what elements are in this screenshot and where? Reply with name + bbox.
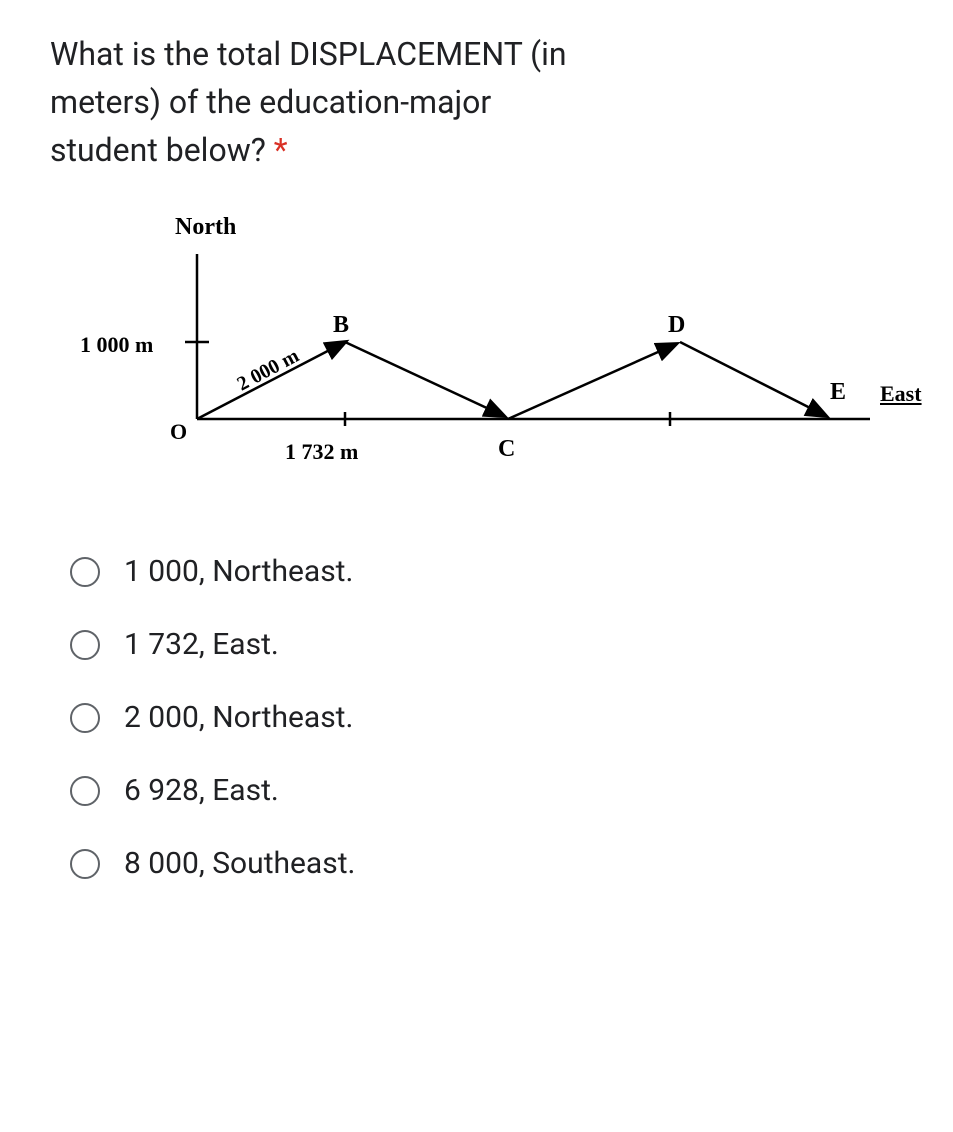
option-label: 6 928, East.	[124, 773, 279, 808]
question-text: What is the total DISPLACEMENT (in meter…	[50, 30, 903, 174]
north-label: North	[175, 214, 236, 241]
segment-b-c	[345, 342, 504, 416]
option-label: 1 732, East.	[124, 627, 279, 662]
option-label: 1 000, Northeast.	[124, 554, 353, 589]
question-line-3: student below?	[50, 131, 266, 169]
options-list: 1 000, Northeast. 1 732, East. 2 000, No…	[50, 554, 903, 881]
radio-icon	[70, 776, 100, 806]
point-d-label: D	[668, 312, 685, 339]
y-tick-label: 1 000 m	[80, 332, 153, 358]
option-label: 2 000, Northeast.	[124, 700, 353, 735]
question-line-2: meters) of the education-major	[50, 83, 491, 121]
point-e-label: E	[830, 379, 846, 406]
option-row[interactable]: 1 732, East.	[70, 627, 903, 662]
option-row[interactable]: 8 000, Southeast.	[70, 846, 903, 881]
required-marker: *	[274, 131, 288, 169]
diagram-svg	[90, 214, 890, 474]
displacement-diagram: North 1 000 m B D E East O C 2 000 m 1 7…	[90, 214, 890, 514]
option-label: 8 000, Southeast.	[124, 846, 355, 881]
radio-icon	[70, 630, 100, 660]
point-o-label: O	[170, 419, 187, 445]
option-row[interactable]: 6 928, East.	[70, 773, 903, 808]
point-b-label: B	[333, 312, 349, 339]
radio-icon	[70, 557, 100, 587]
x-axis-1732-label: 1 732 m	[285, 439, 358, 465]
point-c-label: C	[498, 436, 515, 463]
east-label: East	[880, 381, 922, 407]
option-row[interactable]: 1 000, Northeast.	[70, 554, 903, 589]
radio-icon	[70, 703, 100, 733]
radio-icon	[70, 849, 100, 879]
question-line-1: What is the total DISPLACEMENT (in	[50, 35, 567, 73]
segment-d-e	[680, 342, 826, 416]
option-row[interactable]: 2 000, Northeast.	[70, 700, 903, 735]
segment-c-d	[508, 344, 676, 419]
